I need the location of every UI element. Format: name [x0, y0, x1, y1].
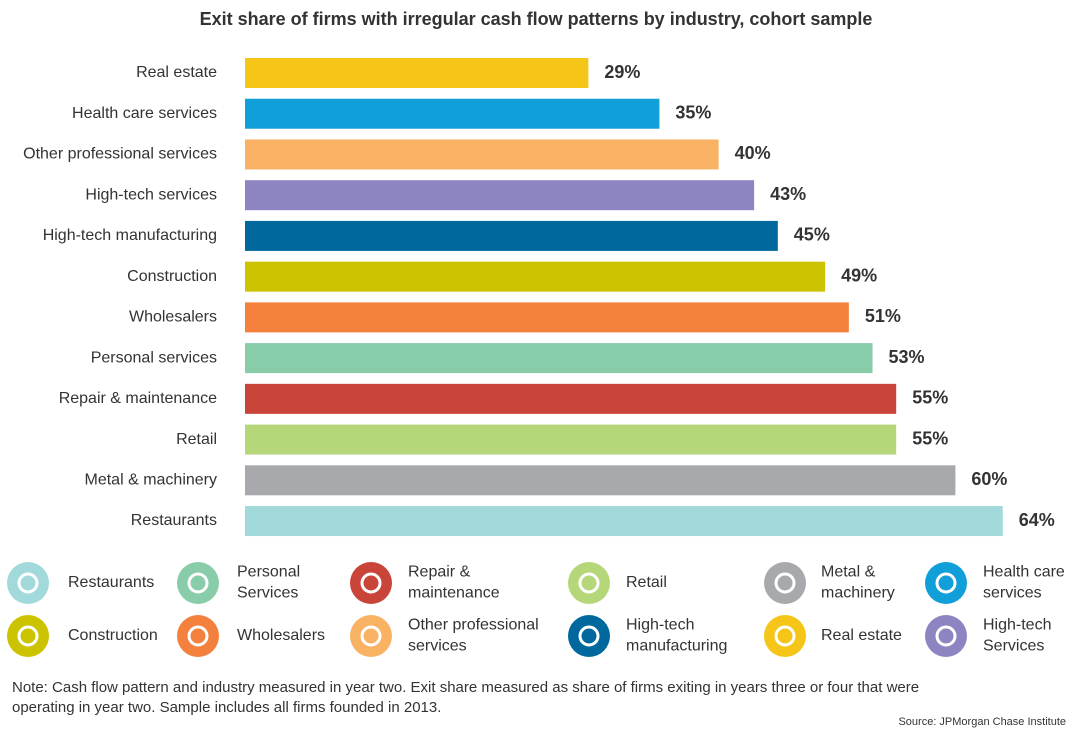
bar	[245, 180, 755, 211]
bar	[245, 465, 956, 496]
legend-icon-glyph	[774, 625, 796, 647]
source: Source: JPMorgan Chase Institute	[898, 716, 1066, 728]
legend-icon	[568, 562, 610, 604]
y-tick-label: Real estate	[136, 64, 217, 81]
y-tick-label: Construction	[127, 268, 217, 285]
legend-label: Services	[983, 638, 1044, 655]
legend-label: High-tech	[983, 617, 1051, 634]
legend-label: High-tech	[626, 617, 694, 634]
y-tick-label: Wholesalers	[129, 309, 217, 326]
value-label: 29%	[604, 62, 640, 82]
legend-label: Repair &	[408, 564, 471, 581]
y-tick-label: Other professional services	[23, 146, 217, 163]
value-label: 60%	[971, 469, 1007, 489]
legend-label: Retail	[626, 574, 667, 591]
y-tick-label: Personal services	[91, 349, 217, 366]
value-label: 45%	[794, 225, 830, 245]
legend-label: machinery	[821, 585, 895, 602]
legend-icon	[568, 615, 610, 657]
legend-label: Wholesalers	[237, 627, 325, 644]
value-label: 43%	[770, 184, 806, 204]
bar	[245, 343, 873, 374]
legend-label: manufacturing	[626, 638, 727, 655]
legend-icon	[764, 615, 806, 657]
bar	[245, 139, 719, 170]
legend-icon-glyph	[578, 572, 600, 594]
y-tick-label: Retail	[176, 431, 217, 448]
legend-icon-glyph	[935, 572, 957, 594]
legend-label: maintenance	[408, 585, 500, 602]
legend-label: Construction	[68, 627, 158, 644]
legend-icon-glyph	[360, 572, 382, 594]
legend-label: Real estate	[821, 627, 902, 644]
legend-label: Metal &	[821, 564, 876, 581]
legend-icon	[350, 562, 392, 604]
bar	[245, 302, 849, 333]
legend-label: services	[408, 638, 467, 655]
legend-icon-glyph	[17, 572, 39, 594]
y-tick-label: High-tech manufacturing	[43, 227, 217, 244]
legend-icon-glyph	[187, 572, 209, 594]
legend-icon	[177, 615, 219, 657]
bar	[245, 261, 826, 292]
value-label: 51%	[865, 306, 901, 326]
y-tick-label: Repair & maintenance	[59, 390, 217, 407]
legend-icon	[177, 562, 219, 604]
legend-icon-glyph	[935, 625, 957, 647]
legend-icon	[350, 615, 392, 657]
bar	[245, 424, 897, 455]
legend-label: Restaurants	[68, 574, 154, 591]
value-label: 64%	[1019, 510, 1055, 530]
y-tick-label: High-tech services	[85, 186, 217, 203]
value-label: 53%	[889, 347, 925, 367]
note: Note: Cash flow pattern and industry mea…	[12, 679, 919, 696]
y-tick-label: Metal & machinery	[85, 472, 218, 489]
legend-icon	[7, 562, 49, 604]
legend-label: Health care	[983, 564, 1065, 581]
y-tick-label: Restaurants	[131, 512, 217, 529]
legend-icon	[764, 562, 806, 604]
y-tick-label: Health care services	[72, 105, 217, 122]
legend-icon	[925, 615, 967, 657]
bar	[245, 98, 660, 129]
bar	[245, 58, 589, 88]
value-label: 35%	[675, 102, 711, 122]
legend-icon-glyph	[17, 625, 39, 647]
legend-icon-glyph	[578, 625, 600, 647]
bar	[245, 506, 1003, 537]
value-label: 40%	[735, 143, 771, 163]
bar	[245, 383, 897, 414]
legend-icon-glyph	[187, 625, 209, 647]
legend-label: services	[983, 585, 1042, 602]
legend-icon	[925, 562, 967, 604]
value-label: 55%	[912, 428, 948, 448]
legend-icon	[7, 615, 49, 657]
chart-title: Exit share of firms with irregular cash …	[200, 9, 873, 29]
legend-label: Other professional	[408, 617, 539, 634]
bar	[245, 220, 778, 251]
legend-label: Services	[237, 585, 298, 602]
legend-icon-glyph	[360, 625, 382, 647]
legend-label: Personal	[237, 564, 300, 581]
value-label: 55%	[912, 388, 948, 408]
note: operating in year two. Sample includes a…	[12, 699, 441, 716]
legend-icon-glyph	[774, 572, 796, 594]
value-label: 49%	[841, 265, 877, 285]
